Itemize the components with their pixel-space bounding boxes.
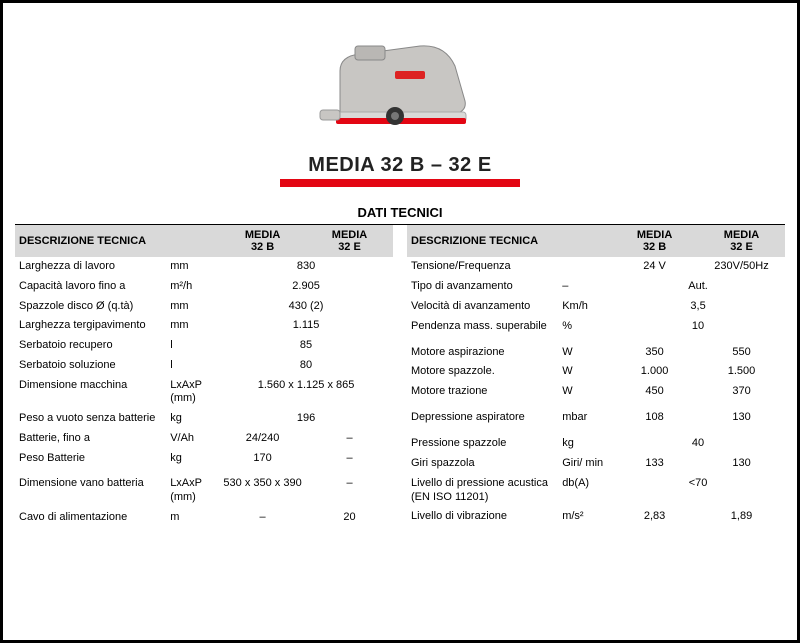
col-header: MEDIA32 E xyxy=(698,225,785,257)
spec-unit: mm xyxy=(166,316,219,336)
spec-value: – xyxy=(306,474,393,508)
spec-value: 24/240 xyxy=(219,429,306,449)
col-header xyxy=(166,225,219,257)
spec-value: 130 xyxy=(698,454,785,474)
spec-value: 1,89 xyxy=(698,507,785,527)
spec-value: 170 xyxy=(219,449,306,469)
spec-value: 20 xyxy=(306,508,393,528)
spec-desc: Batterie, fino a xyxy=(15,429,166,449)
col-header: MEDIA32 B xyxy=(611,225,698,257)
spec-tables: DESCRIZIONE TECNICAMEDIA32 BMEDIA32 ELar… xyxy=(15,225,785,528)
spec-value: 350 xyxy=(611,343,698,363)
spec-value: 530 x 350 x 390 xyxy=(219,474,306,508)
col-header: DESCRIZIONE TECNICA xyxy=(15,225,166,257)
section-title: DATI TECNICI xyxy=(15,205,785,225)
spec-value: 196 xyxy=(219,409,393,429)
spec-desc: Giri spazzola xyxy=(407,454,558,474)
spec-unit: m²/h xyxy=(166,277,219,297)
spec-unit: db(A) xyxy=(558,474,611,508)
spec-value: 24 V xyxy=(611,257,698,277)
spec-value: 2.905 xyxy=(219,277,393,297)
spec-desc: Tensione/Frequenza xyxy=(407,257,558,277)
spec-desc: Dimensione vano batteria xyxy=(15,474,166,508)
spec-value: Aut. xyxy=(611,277,785,297)
spec-value: 1.500 xyxy=(698,362,785,382)
spec-unit: mm xyxy=(166,297,219,317)
spec-value: 133 xyxy=(611,454,698,474)
spec-desc: Spazzole disco Ø (q.tà) xyxy=(15,297,166,317)
spec-value: 2,83 xyxy=(611,507,698,527)
spec-desc: Dimensione macchina xyxy=(15,376,166,410)
spec-value: 450 xyxy=(611,382,698,402)
spec-desc: Larghezza tergipavimento xyxy=(15,316,166,336)
col-header: MEDIA32 E xyxy=(306,225,393,257)
spec-desc: Livello di vibrazione xyxy=(407,507,558,527)
spec-value: – xyxy=(306,429,393,449)
spec-unit: LxAxP (mm) xyxy=(166,474,219,508)
spec-value: 1.560 x 1.125 x 865 xyxy=(219,376,393,410)
spec-value: 3,5 xyxy=(611,297,785,317)
spec-unit: W xyxy=(558,362,611,382)
spec-unit: l xyxy=(166,356,219,376)
spec-desc: Pressione spazzole xyxy=(407,434,558,454)
col-header xyxy=(558,225,611,257)
spec-value: 108 xyxy=(611,408,698,428)
spec-value: 80 xyxy=(219,356,393,376)
spec-desc: Serbatoio recupero xyxy=(15,336,166,356)
spec-desc: Motore trazione xyxy=(407,382,558,402)
spec-unit: m xyxy=(166,508,219,528)
spec-value: 130 xyxy=(698,408,785,428)
spec-value: 550 xyxy=(698,343,785,363)
spec-unit: LxAxP (mm) xyxy=(166,376,219,410)
title-underline xyxy=(280,179,520,187)
spec-unit: V/Ah xyxy=(166,429,219,449)
spec-unit xyxy=(558,257,611,277)
spec-desc: Motore aspirazione xyxy=(407,343,558,363)
spec-desc: Peso a vuoto senza batterie xyxy=(15,409,166,429)
spec-unit: Giri/ min xyxy=(558,454,611,474)
spec-value: <70 xyxy=(611,474,785,508)
spec-desc: Peso Batterie xyxy=(15,449,166,469)
spec-value: 430 (2) xyxy=(219,297,393,317)
left-spec-table: DESCRIZIONE TECNICA MEDIA32 BMEDIA32 E Lar… xyxy=(15,225,393,528)
spec-unit: W xyxy=(558,382,611,402)
spec-value: 230V/50Hz xyxy=(698,257,785,277)
spec-desc: Capacità lavoro fino a xyxy=(15,277,166,297)
spec-value: 10 xyxy=(611,317,785,337)
page-title: MEDIA 32 B – 32 E xyxy=(15,154,785,177)
col-header: DESCRIZIONE TECNICA xyxy=(407,225,558,257)
spec-desc: Tipo di avanzamento xyxy=(407,277,558,297)
spec-unit: % xyxy=(558,317,611,337)
spec-desc: Pendenza mass. superabile xyxy=(407,317,558,337)
right-spec-table: DESCRIZIONE TECNICA MEDIA32 BMEDIA32 E Ten… xyxy=(407,225,785,528)
spec-unit: l xyxy=(166,336,219,356)
spec-unit: m/s² xyxy=(558,507,611,527)
spec-unit: mbar xyxy=(558,408,611,428)
spec-unit: kg xyxy=(166,449,219,469)
spec-unit: kg xyxy=(166,409,219,429)
spec-unit: mm xyxy=(166,257,219,277)
spec-desc: Depressione aspiratore xyxy=(407,408,558,428)
spec-desc: Velocità di avanzamento xyxy=(407,297,558,317)
spec-value: 85 xyxy=(219,336,393,356)
spec-unit: Km/h xyxy=(558,297,611,317)
spec-desc: Cavo di alimentazione xyxy=(15,508,166,528)
spec-unit: kg xyxy=(558,434,611,454)
spec-desc: Serbatoio soluzione xyxy=(15,356,166,376)
spec-desc: Livello di pressione acustica (EN ISO 11… xyxy=(407,474,558,508)
spec-value: 370 xyxy=(698,382,785,402)
spec-value: 1.000 xyxy=(611,362,698,382)
spec-value: 40 xyxy=(611,434,785,454)
spec-value: – xyxy=(306,449,393,469)
spec-value: 830 xyxy=(219,257,393,277)
spec-desc: Larghezza di lavoro xyxy=(15,257,166,277)
spec-desc: Motore spazzole. xyxy=(407,362,558,382)
col-header: MEDIA32 B xyxy=(219,225,306,257)
spec-value: – xyxy=(219,508,306,528)
spec-unit: – xyxy=(558,277,611,297)
spec-value: 1.115 xyxy=(219,316,393,336)
spec-unit: W xyxy=(558,343,611,363)
product-image xyxy=(300,16,500,146)
